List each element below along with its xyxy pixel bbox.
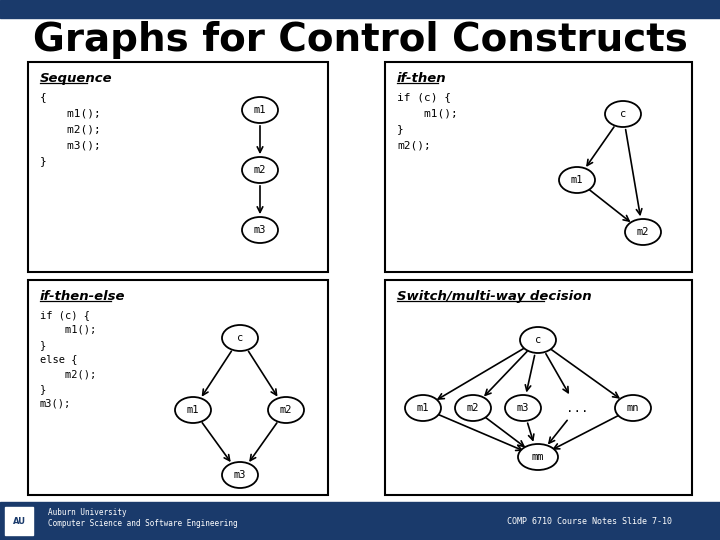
Ellipse shape [242,157,278,183]
Ellipse shape [222,325,258,351]
Text: m1: m1 [417,403,429,413]
Ellipse shape [520,327,556,353]
Bar [385,280,692,495]
Bar [0,502,720,540]
Text: m3: m3 [517,403,529,413]
Ellipse shape [615,395,651,421]
Ellipse shape [605,101,641,127]
Ellipse shape [222,462,258,488]
Bar [28,280,328,495]
Text: c: c [620,109,626,119]
Text: Auburn University
Computer Science and Software Engineering: Auburn University Computer Science and S… [48,508,238,528]
Text: {
    m1();
    m2();
    m3();
}: { m1(); m2(); m3(); } [40,92,101,166]
Ellipse shape [268,397,304,423]
Text: m2: m2 [636,227,649,237]
Text: if-then: if-then [397,72,446,85]
Bar [385,62,692,272]
Ellipse shape [405,395,441,421]
Bar [28,62,328,272]
Text: if (c) {
    m1();
}
else {
    m2();
}
m3();: if (c) { m1(); } else { m2(); } m3(); [40,310,96,409]
Text: Graphs for Control Constructs: Graphs for Control Constructs [32,21,688,59]
Text: m2: m2 [253,165,266,175]
Text: Switch/multi-way decision: Switch/multi-way decision [397,290,592,303]
Text: m2: m2 [467,403,480,413]
Text: m1: m1 [253,105,266,115]
Text: m1: m1 [186,405,199,415]
Text: Sequence: Sequence [40,72,112,85]
Ellipse shape [455,395,491,421]
Text: m2: m2 [280,405,292,415]
Text: ...: ... [566,402,588,415]
Text: AU: AU [12,516,25,525]
Text: mm: mm [532,452,544,462]
Bar [0,0,720,18]
Ellipse shape [559,167,595,193]
Bar [5,507,33,535]
Ellipse shape [625,219,661,245]
Text: m1: m1 [571,175,583,185]
Ellipse shape [175,397,211,423]
Text: m3: m3 [253,225,266,235]
Text: if (c) {
    m1();
}
m2();: if (c) { m1(); } m2(); [397,92,458,150]
Ellipse shape [518,444,558,470]
Text: COMP 6710 Course Notes Slide 7-10: COMP 6710 Course Notes Slide 7-10 [507,516,672,525]
Ellipse shape [242,97,278,123]
Text: m3: m3 [234,470,246,480]
Text: mn: mn [626,403,639,413]
Text: if-then-else: if-then-else [40,290,125,303]
Ellipse shape [242,217,278,243]
Text: c: c [237,333,243,343]
Text: c: c [535,335,541,345]
Ellipse shape [505,395,541,421]
